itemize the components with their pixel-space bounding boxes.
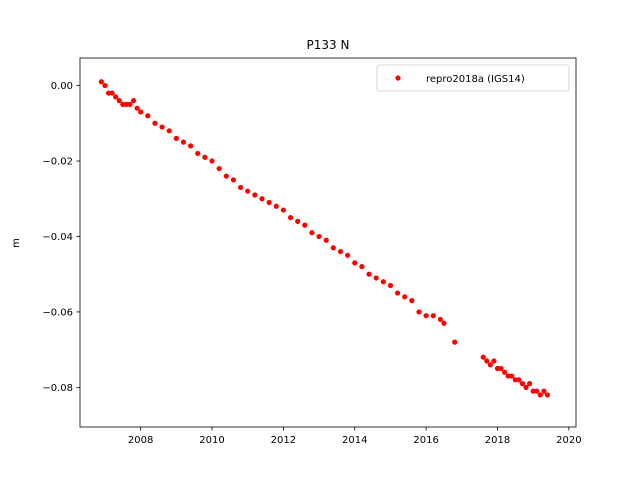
data-point (366, 271, 372, 277)
y-tick-label: −0.06 (42, 307, 73, 318)
data-point (527, 381, 533, 387)
x-tick-label: 2008 (128, 435, 153, 446)
data-point (287, 214, 294, 221)
data-point (266, 199, 272, 206)
data-point (273, 203, 279, 209)
data-point (480, 354, 486, 360)
data-point (123, 101, 129, 108)
y-tick-label: 0.00 (51, 81, 73, 92)
data-point (323, 237, 329, 243)
data-point (138, 109, 144, 115)
data-point (259, 196, 265, 202)
y-axis-label: m (11, 238, 22, 248)
data-point (437, 316, 444, 323)
data-point (494, 365, 501, 372)
x-tick-label: 2014 (342, 435, 367, 446)
data-point (230, 177, 237, 183)
data-point (113, 94, 119, 100)
data-point (519, 381, 526, 387)
data-point (505, 373, 511, 379)
data-point (487, 362, 493, 368)
data-point (98, 79, 105, 85)
data-point (109, 90, 115, 96)
y-tick-label: −0.02 (42, 157, 73, 168)
data-point (223, 173, 229, 179)
data-point (534, 388, 540, 394)
data-point (180, 139, 187, 145)
data-point (166, 128, 172, 134)
data-point (173, 135, 179, 141)
data-point (544, 392, 551, 398)
data-point (102, 82, 108, 89)
plot-frame (79, 57, 577, 428)
data-point (120, 101, 126, 108)
data-point (195, 150, 201, 157)
data-point (498, 365, 504, 372)
data-point (159, 124, 165, 130)
data-point (516, 377, 522, 383)
data-point (216, 165, 222, 172)
data-point (145, 113, 151, 119)
legend-marker (395, 75, 401, 81)
x-tick-label: 2012 (271, 435, 296, 446)
data-point (359, 264, 365, 270)
data-point (509, 373, 515, 379)
data-point (373, 275, 379, 281)
data-point (330, 245, 336, 251)
legend-frame (376, 64, 570, 92)
y-tick-label: −0.04 (42, 232, 73, 243)
data-point (209, 158, 215, 164)
data-point (484, 358, 490, 364)
data-point (302, 222, 308, 228)
data-point (309, 230, 315, 236)
data-point (352, 260, 358, 266)
data-point (430, 313, 436, 319)
x-tick-label: 2018 (485, 435, 510, 446)
data-point (152, 120, 158, 126)
data-point (105, 90, 112, 96)
data-point (512, 377, 518, 383)
data-point (387, 282, 394, 289)
data-point (416, 309, 422, 315)
data-point (423, 313, 429, 319)
data-point (380, 279, 386, 285)
data-point (491, 358, 497, 364)
data-point (202, 154, 208, 160)
data-point (345, 252, 351, 258)
y-axis: 0.00 −0.02 −0.04 −0.06 −0.08 (42, 81, 80, 394)
data-points (98, 79, 551, 398)
data-point (337, 248, 344, 255)
data-point (130, 98, 137, 104)
data-point (537, 392, 543, 398)
data-point (127, 101, 133, 108)
data-point (252, 192, 258, 198)
data-point (116, 98, 122, 104)
data-point (394, 290, 401, 296)
data-point (188, 143, 194, 149)
data-point (402, 294, 408, 300)
legend-label: repro2018a (IGS14) (426, 74, 525, 85)
data-point (280, 207, 286, 213)
legend: repro2018a (IGS14) (376, 64, 570, 92)
y-tick-label: −0.08 (42, 383, 73, 394)
data-point (134, 105, 140, 111)
x-axis: 2008 2010 2012 2014 2016 2018 2020 (128, 427, 582, 446)
x-tick-label: 2016 (413, 435, 438, 446)
data-point (523, 384, 529, 390)
data-point (237, 184, 244, 191)
x-tick-label: 2010 (199, 435, 224, 446)
data-point (295, 218, 301, 224)
data-point (441, 320, 447, 326)
data-point (530, 388, 536, 394)
data-point (452, 339, 458, 345)
data-point (502, 369, 508, 375)
chart-title: P133 N (307, 38, 350, 52)
data-point (245, 188, 251, 194)
data-point (409, 298, 415, 304)
data-point (541, 388, 547, 394)
data-point (316, 233, 322, 240)
x-tick-label: 2020 (556, 435, 581, 446)
